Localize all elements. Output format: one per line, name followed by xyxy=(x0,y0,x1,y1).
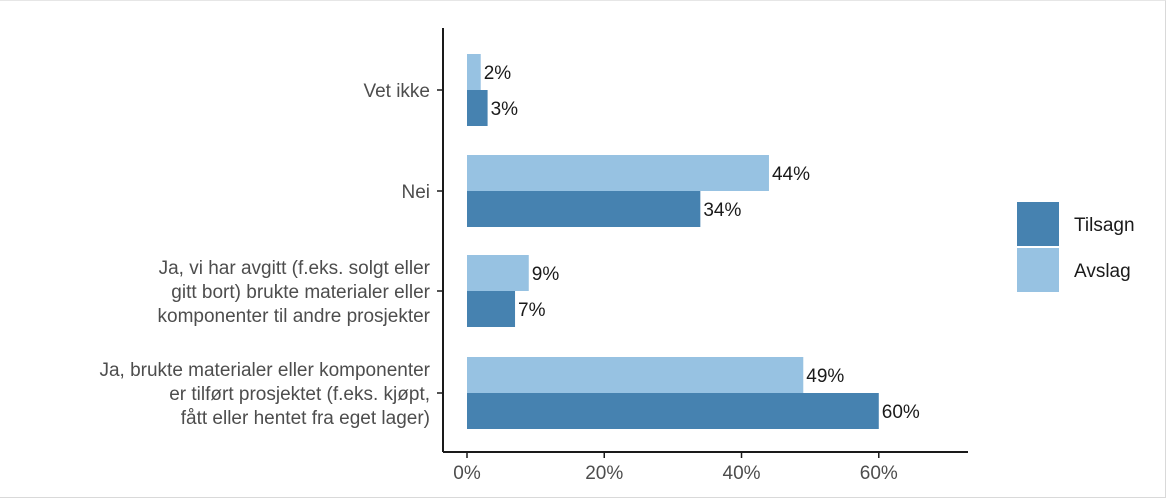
category-label-1: Nei xyxy=(401,182,430,203)
data-label-tilsagn-0: 3% xyxy=(491,99,519,120)
x-tick-label-1: 20% xyxy=(585,463,623,484)
x-tick-label-0: 0% xyxy=(453,463,481,484)
x-tick-label-2: 40% xyxy=(723,463,761,484)
category-label-3: Ja, brukte materialer eller komponenter e… xyxy=(99,360,430,429)
data-label-tilsagn-2: 7% xyxy=(518,300,546,321)
data-labels-layer: 2% 3% 44% 34% 9% 7% 49% 60% xyxy=(484,63,920,423)
data-label-avslag-1: 44% xyxy=(772,164,810,185)
data-label-avslag-3: 49% xyxy=(806,366,844,387)
x-tick-label-3: 60% xyxy=(860,463,898,484)
category-label-0: Vet ikke xyxy=(363,81,430,102)
bar-tilsagn-2 xyxy=(467,291,516,327)
data-label-tilsagn-3: 60% xyxy=(882,402,920,423)
legend: Tilsagn Avslag xyxy=(1017,202,1135,292)
data-label-avslag-2: 9% xyxy=(532,264,560,285)
bar-avslag-1 xyxy=(467,155,769,191)
legend-label-tilsagn: Tilsagn xyxy=(1074,215,1135,236)
bar-avslag-3 xyxy=(467,357,804,393)
bar-avslag-0 xyxy=(467,54,481,90)
legend-key-avslag xyxy=(1017,248,1059,292)
data-label-avslag-0: 2% xyxy=(484,63,512,84)
bar-tilsagn-3 xyxy=(467,393,879,429)
legend-key-tilsagn xyxy=(1017,202,1059,246)
bars-layer xyxy=(467,54,879,429)
data-label-tilsagn-1: 34% xyxy=(703,200,741,221)
bar-tilsagn-0 xyxy=(467,90,488,126)
bar-tilsagn-1 xyxy=(467,191,701,227)
legend-label-avslag: Avslag xyxy=(1074,261,1131,282)
bar-avslag-2 xyxy=(467,255,529,291)
axes-layer: 0% 20% 40% 60% xyxy=(437,28,968,484)
category-labels-layer: Vet ikke Nei Ja, vi har avgitt (f.eks. sol… xyxy=(99,81,430,429)
category-label-2: Ja, vi har avgitt (f.eks. solgt eller git… xyxy=(158,258,431,327)
